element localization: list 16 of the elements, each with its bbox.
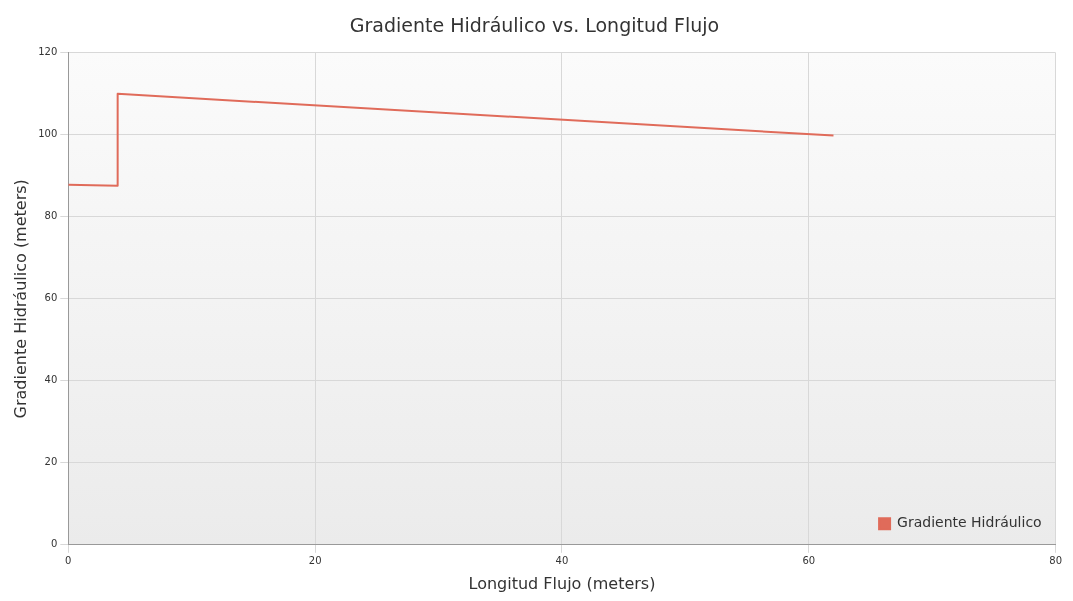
legend-label: Gradiente Hidráulico bbox=[897, 514, 1042, 531]
y-tick-label: 120 bbox=[38, 46, 58, 58]
x-tick-label: 20 bbox=[308, 555, 322, 567]
y-tick-label: 40 bbox=[44, 374, 58, 386]
x-tick-label: 60 bbox=[802, 555, 816, 567]
chart-title: Gradiente Hidráulico vs. Longitud Flujo bbox=[349, 14, 720, 37]
y-tick-label: 0 bbox=[50, 538, 58, 550]
y-tick-label: 80 bbox=[44, 210, 58, 222]
x-tick-label: 0 bbox=[65, 555, 72, 567]
y-tick-label: 20 bbox=[44, 456, 58, 468]
y-tick-label: 60 bbox=[44, 292, 58, 304]
y-tick-label: 100 bbox=[38, 128, 58, 140]
x-tick-label: 80 bbox=[1049, 555, 1062, 567]
y-axis-title: Gradiente Hidráulico (meters) bbox=[10, 179, 30, 419]
x-axis-title: Longitud Flujo (meters) bbox=[468, 573, 656, 593]
x-tick-label: 40 bbox=[555, 555, 569, 567]
